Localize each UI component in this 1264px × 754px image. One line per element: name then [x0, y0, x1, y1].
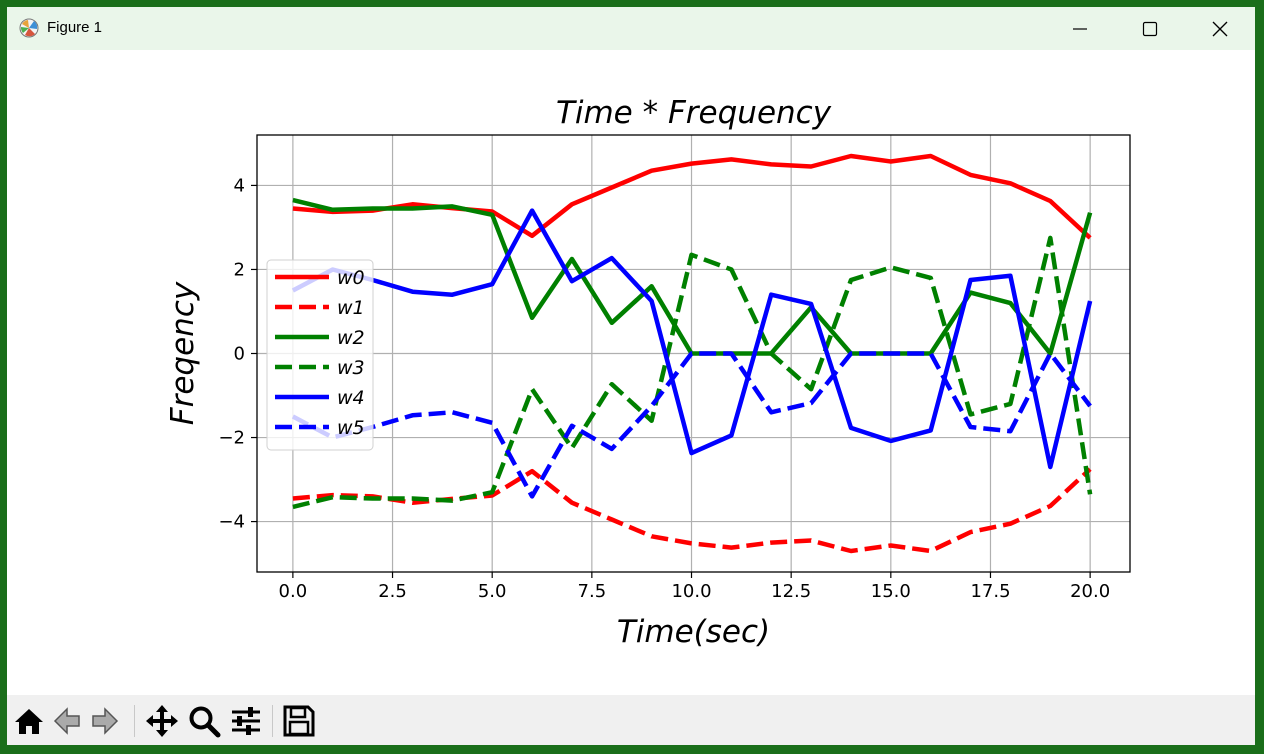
forward-icon[interactable] — [87, 703, 123, 739]
line-chart: 0.0 2.5 5.0 7.5 10.0 12.5 15.0 17.5 20.0 −4 −2 0 2 4 T… — [165, 95, 1131, 650]
series-line-w5 — [291, 351, 1092, 499]
navigation-toolbar — [7, 695, 1255, 745]
maximize-icon — [1142, 21, 1158, 36]
x-tick-label: 17.5 — [970, 581, 1010, 602]
y-tick-label: −4 — [218, 512, 245, 533]
legend-label-w5: w5 — [337, 417, 365, 439]
figure-window: Figure 1 0.0 2.5 5.0 7.5 10.0 12.5 15.0 17.5 20.… — [7, 7, 1255, 745]
series-line-w4 — [291, 208, 1093, 470]
minimize-button[interactable] — [1045, 7, 1115, 50]
minimize-icon — [1073, 27, 1087, 30]
y-tick-label: 4 — [234, 175, 245, 196]
x-tick-label: 7.5 — [578, 581, 607, 602]
toolbar-separator — [134, 705, 135, 737]
legend-label-w0: w0 — [337, 267, 365, 289]
legend-label-w3: w3 — [337, 357, 365, 379]
back-icon[interactable] — [49, 703, 85, 739]
y-tick-label: 0 — [234, 344, 245, 365]
x-tick-label: 15.0 — [871, 581, 911, 602]
toolbar-separator — [272, 705, 273, 737]
y-tick-label: −2 — [218, 428, 245, 449]
close-icon — [1212, 21, 1228, 36]
legend-label-w4: w4 — [337, 387, 365, 409]
legend-label-w1: w1 — [337, 297, 365, 319]
chart-title: Time * Frequency — [556, 95, 832, 131]
matplotlib-app-icon — [19, 18, 39, 38]
x-axis-label: Time(sec) — [617, 614, 770, 650]
x-tick-label: 12.5 — [771, 581, 811, 602]
title-bar[interactable]: Figure 1 — [7, 7, 1255, 50]
x-tick-label: 20.0 — [1070, 581, 1110, 602]
close-button[interactable] — [1185, 7, 1255, 50]
y-axis-label: Freqency — [165, 281, 201, 425]
y-tick-label: 2 — [234, 259, 245, 280]
home-icon[interactable] — [11, 703, 47, 739]
legend-box — [266, 259, 374, 451]
pan-icon[interactable] — [144, 703, 180, 739]
window-title: Figure 1 — [47, 19, 103, 36]
maximize-button[interactable] — [1115, 7, 1185, 50]
x-tick-label: 10.0 — [671, 581, 711, 602]
save-icon[interactable] — [281, 703, 317, 739]
x-tick-label: 2.5 — [378, 581, 407, 602]
zoom-icon[interactable] — [186, 703, 222, 739]
x-tick-label: 5.0 — [478, 581, 507, 602]
configure-icon[interactable] — [228, 703, 264, 739]
x-tick-label: 0.0 — [279, 581, 308, 602]
series-line-w3 — [292, 235, 1093, 510]
plot-canvas[interactable]: 0.0 2.5 5.0 7.5 10.0 12.5 15.0 17.5 20.0 −4 −2 0 2 4 T… — [7, 50, 1255, 695]
legend-label-w2: w2 — [337, 327, 365, 349]
